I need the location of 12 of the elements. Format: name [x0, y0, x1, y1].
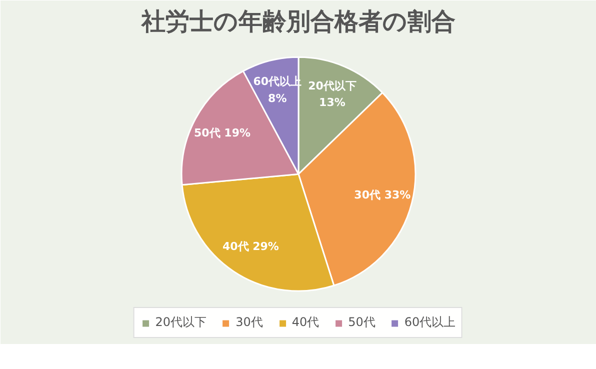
- data-label: 13%: [319, 96, 346, 110]
- legend-label: 60代以上: [404, 314, 456, 331]
- legend-label: 50代: [348, 314, 376, 331]
- slice-label: 20代以下: [308, 79, 356, 92]
- legend-label: 30代: [236, 314, 263, 331]
- data-label: 8%: [268, 92, 287, 105]
- legend-label: 20代以下: [155, 314, 207, 331]
- category-label: 50代 19%: [194, 126, 250, 140]
- chart-title: 社労士の年齢別合格者の割合: [140, 8, 456, 36]
- legend-label: 40代: [292, 314, 320, 331]
- category-label: 30代 33%: [354, 188, 411, 202]
- category-label: 40代 29%: [222, 240, 279, 253]
